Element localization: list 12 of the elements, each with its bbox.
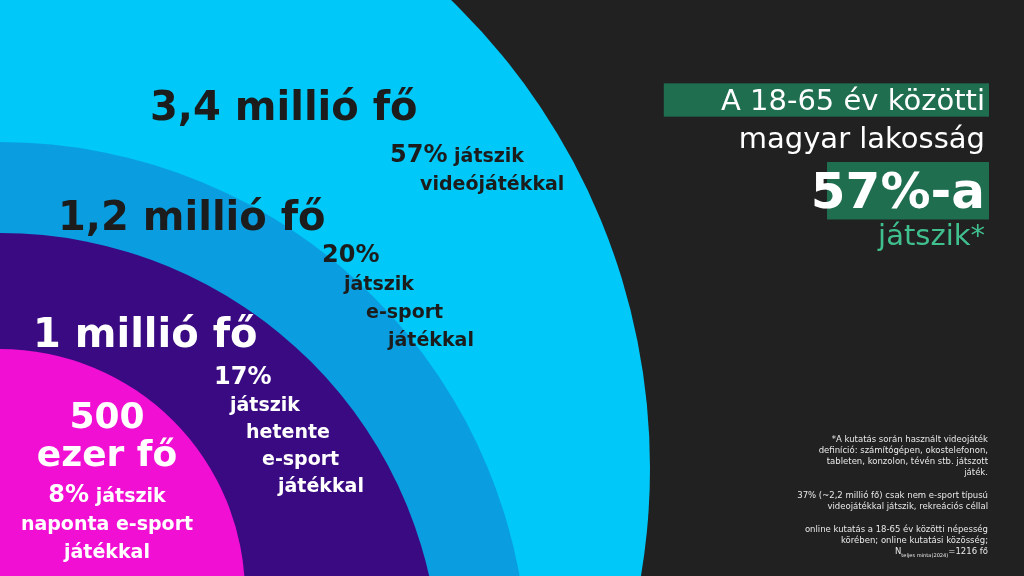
text: 37% (~2,2 millió fő) csak nem e-sport típusú videojátékkal játszik, rekreációs céllal [797, 490, 988, 511]
category-label: 500 ezer fő [36, 395, 178, 474]
data-label: 17% játszik hetente e-sport játékkal [214, 362, 364, 496]
data-label: 57% játszik videójátékkal [390, 140, 565, 194]
category-label: 1 millió fő [33, 310, 258, 356]
data-label: 8% játszik naponta e-sport játékkal [20, 480, 194, 562]
text: *A kutatás során használt videojáték definíció: számítógépen, okostelefonon, tableten, konzolon, tévén stb. játszott játék. [818, 434, 989, 477]
category-label: 3,4 millió fő [150, 83, 418, 129]
data-label: 20% játszik e-sport játékkal [322, 240, 474, 350]
text: online kutatás a 18-65 év közötti népesség körében; online kutatási közösség; N$_{teljes minta(2024)}$=1216 fő [804, 524, 988, 559]
text: A 18-65 év közötti magyar lakosság 57%-a játszik* [720, 83, 985, 252]
category-label: 1,2 millió fő [58, 193, 326, 239]
